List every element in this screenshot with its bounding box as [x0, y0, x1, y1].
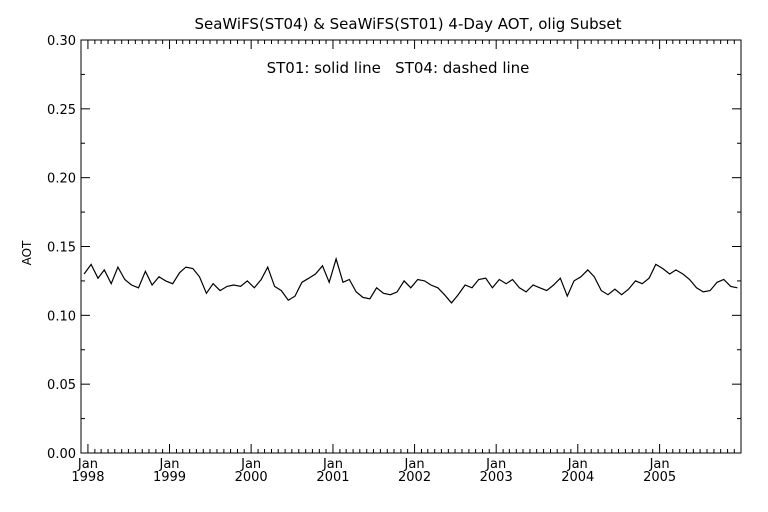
- x-tick-month-label: Jan: [567, 457, 588, 472]
- y-tick-label: 0.05: [47, 378, 76, 393]
- y-tick-label: 0.15: [47, 241, 76, 256]
- y-tick-label: 0.00: [47, 447, 76, 462]
- x-tick-month-label: Jan: [322, 457, 343, 472]
- y-tick-label: 0.20: [47, 172, 76, 187]
- x-tick-year-label: 1998: [71, 470, 104, 485]
- x-tick-year-label: 2002: [398, 470, 431, 485]
- chart-annotation: ST01: solid line ST04: dashed line: [267, 59, 530, 77]
- y-axis-label: AOT: [20, 240, 34, 265]
- x-tick-year-label: 1999: [153, 470, 186, 485]
- x-tick-year-label: 2003: [480, 470, 513, 485]
- y-tick-label: 0.10: [47, 309, 76, 324]
- x-tick-month-label: Jan: [240, 457, 261, 472]
- series-layer: [83, 256, 738, 304]
- x-tick-year-label: 2005: [643, 470, 676, 485]
- series-line-st01: [83, 256, 738, 304]
- x-tick-month-label: Jan: [485, 457, 506, 472]
- y-axis: 0.00 0.05 0.10 0.15 0.20 0.25 0.30: [47, 34, 741, 462]
- x-tick-year-label: 2000: [235, 470, 268, 485]
- x-tick-month-label: Jan: [649, 457, 670, 472]
- x-tick-month-label: Jan: [404, 457, 425, 472]
- x-tick-month-label: Jan: [77, 457, 98, 472]
- x-tick-month-label: Jan: [159, 457, 180, 472]
- x-axis: Jan1998Jan1999Jan2000Jan2001Jan2002Jan20…: [71, 40, 735, 485]
- y-tick-label: 0.30: [47, 34, 76, 49]
- chart-title: SeaWiFS(ST04) & SeaWiFS(ST01) 4-Day AOT,…: [194, 15, 621, 33]
- x-tick-year-label: 2001: [316, 470, 349, 485]
- y-tick-label: 0.25: [47, 103, 76, 118]
- x-tick-year-label: 2004: [561, 470, 594, 485]
